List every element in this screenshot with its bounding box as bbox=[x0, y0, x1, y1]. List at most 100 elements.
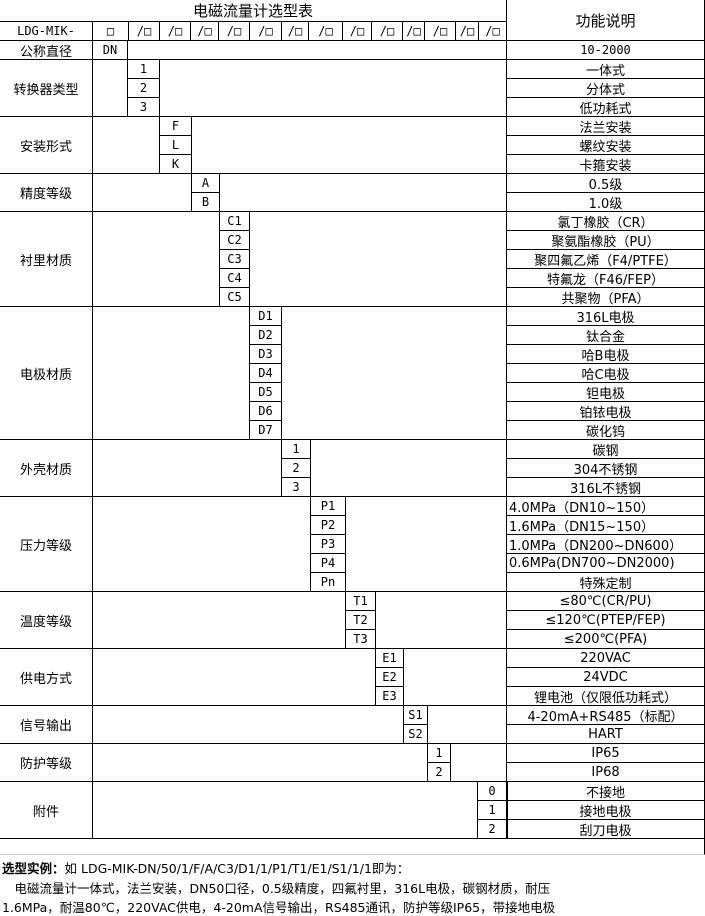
header-code-slot: /□ bbox=[425, 22, 456, 41]
blank-row bbox=[0, 839, 705, 855]
table-title: 电磁流量计选型表 bbox=[0, 0, 507, 22]
option-code: D4 bbox=[250, 364, 282, 383]
option-code: C3 bbox=[220, 250, 250, 269]
option-code: P2 bbox=[311, 516, 346, 535]
header-code-slot: /□ bbox=[282, 22, 309, 41]
option-description: 聚氨酯橡胶（PU） bbox=[507, 231, 705, 250]
option-description: 4-20mA+RS485（标配） bbox=[507, 706, 705, 725]
function-header: 功能说明 bbox=[507, 0, 705, 41]
section-label: 电极材质 bbox=[0, 307, 93, 440]
option-description: 304不锈钢 bbox=[507, 459, 705, 478]
diameter-label: 公称直径 bbox=[0, 41, 93, 60]
option-code: D3 bbox=[250, 345, 282, 364]
blank-cell bbox=[404, 649, 507, 706]
option-code: 2 bbox=[282, 459, 311, 478]
option-code: 3 bbox=[282, 478, 311, 497]
option-code: D1 bbox=[250, 307, 282, 326]
blank-cell bbox=[250, 212, 507, 307]
option-description: 不接地 bbox=[507, 782, 705, 801]
option-description: IP65 bbox=[507, 744, 705, 763]
option-description: 钛合金 bbox=[507, 326, 705, 345]
blank-cell bbox=[428, 706, 507, 744]
blank-cell bbox=[93, 307, 250, 440]
option-description: 锂电池（仅限低功耗式） bbox=[507, 687, 705, 706]
example-line1: 电磁流量计一体式，法兰安装，DN50口径，0.5级精度，四氟衬里，316L电极，… bbox=[2, 881, 551, 896]
section-label: 供电方式 bbox=[0, 649, 93, 706]
header-code-slot: □ bbox=[93, 22, 129, 41]
section-label: 温度等级 bbox=[0, 592, 93, 649]
blank-cell bbox=[93, 212, 220, 307]
option-code: 1 bbox=[128, 60, 160, 79]
section-label: 衬里材质 bbox=[0, 212, 93, 307]
blank-cell bbox=[93, 744, 428, 782]
option-code: S1 bbox=[404, 706, 428, 725]
option-code: C5 bbox=[220, 288, 250, 307]
section-label: 安装形式 bbox=[0, 117, 93, 174]
blank-cell bbox=[93, 782, 478, 839]
option-description: 1.6MPa（DN15~150） bbox=[507, 516, 705, 535]
header-code-slot: /□ bbox=[309, 22, 343, 41]
option-description: 特殊定制 bbox=[507, 573, 705, 592]
option-description: 220VAC bbox=[507, 649, 705, 668]
option-description: 法兰安装 bbox=[507, 117, 705, 136]
diameter-desc: 10-2000 bbox=[507, 41, 705, 60]
blank-cell bbox=[192, 117, 507, 174]
option-description: 碳化钨 bbox=[507, 421, 705, 440]
option-code: C1 bbox=[220, 212, 250, 231]
option-code: D5 bbox=[250, 383, 282, 402]
option-code: 0 bbox=[478, 782, 507, 801]
example-line2: 1.6MPa，耐温80℃，220VAC供电，4-20mA信号输出，RS485通讯… bbox=[2, 900, 556, 915]
option-code: T1 bbox=[346, 592, 376, 611]
option-description: 聚四氟乙烯（F4/PTFE） bbox=[507, 250, 705, 269]
section-label: 外壳材质 bbox=[0, 440, 93, 497]
section-label: 信号输出 bbox=[0, 706, 93, 744]
blank-cell bbox=[93, 706, 404, 744]
example-label: 选型实例： bbox=[2, 861, 65, 876]
option-code: 1 bbox=[478, 801, 507, 820]
option-description: ≤80℃(CR/PU) bbox=[507, 592, 705, 611]
option-description: 接地电极 bbox=[507, 801, 705, 820]
option-description: 钽电极 bbox=[507, 383, 705, 402]
blank-cell bbox=[93, 117, 160, 174]
option-code: F bbox=[160, 117, 192, 136]
option-code: T2 bbox=[346, 611, 376, 630]
blank-cell bbox=[93, 649, 376, 706]
option-code: P1 bbox=[311, 497, 346, 516]
header-code-slot: /□ bbox=[456, 22, 479, 41]
header-code-slot: /□ bbox=[479, 22, 507, 41]
model-prefix: LDG-MIK- bbox=[0, 22, 93, 41]
option-code: B bbox=[192, 193, 220, 212]
blank-cell bbox=[93, 497, 311, 592]
option-description: 4.0MPa（DN10~150） bbox=[507, 497, 705, 516]
blank-cell bbox=[93, 174, 192, 212]
option-code: D6 bbox=[250, 402, 282, 421]
option-description: 哈B电极 bbox=[507, 345, 705, 364]
blank-cell bbox=[93, 440, 282, 497]
option-description: 24VDC bbox=[507, 668, 705, 687]
option-code: 3 bbox=[128, 98, 160, 117]
option-code: Pn bbox=[311, 573, 346, 592]
option-description: 316L电极 bbox=[507, 307, 705, 326]
example-code: 如 LDG-MIK-DN/50/1/F/A/C3/D1/1/P1/T1/E1/S… bbox=[64, 861, 410, 876]
option-description: 低功耗式 bbox=[507, 98, 705, 117]
section-label: 转换器类型 bbox=[0, 60, 93, 117]
blank-cell bbox=[220, 174, 507, 212]
option-code: D2 bbox=[250, 326, 282, 345]
option-description: 0.6MPa(DN700~DN2000) bbox=[507, 554, 705, 573]
blank-cell bbox=[128, 41, 507, 60]
option-description: 316L不锈钢 bbox=[507, 478, 705, 497]
header-code-slot: /□ bbox=[343, 22, 372, 41]
header-code-slot: /□ bbox=[129, 22, 160, 41]
option-code: T3 bbox=[346, 630, 376, 649]
option-description: IP68 bbox=[507, 763, 705, 782]
option-code: 2 bbox=[478, 820, 507, 839]
option-description: 特氟龙（F46/FEP） bbox=[507, 269, 705, 288]
blank-cell bbox=[451, 744, 507, 782]
option-code: E1 bbox=[376, 649, 404, 668]
blank-cell bbox=[376, 592, 507, 649]
blank-cell bbox=[346, 497, 507, 592]
option-description: 共聚物（PFA） bbox=[507, 288, 705, 307]
option-description: 铂铱电极 bbox=[507, 402, 705, 421]
option-code: 1 bbox=[428, 744, 451, 763]
option-code: S2 bbox=[404, 725, 428, 744]
